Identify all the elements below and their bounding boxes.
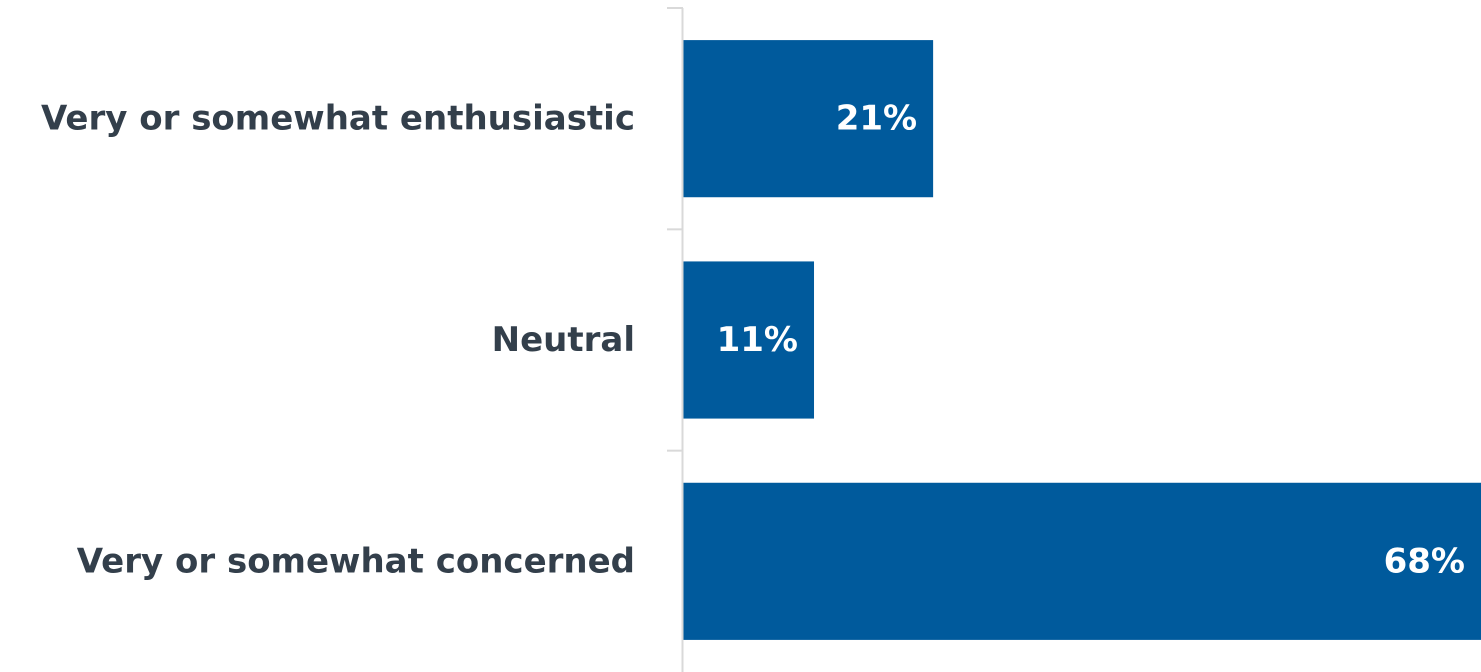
bar-1	[683, 261, 815, 419]
category-label: Neutral	[492, 320, 635, 360]
data-label: 68%	[1384, 541, 1465, 581]
category-axis	[667, 7, 684, 672]
data-label: 11%	[717, 320, 798, 360]
category-label: Very or somewhat concerned	[77, 541, 635, 581]
category-label: Very or somewhat enthusiastic	[41, 99, 635, 139]
bars-layer	[683, 40, 1481, 640]
bar-0	[683, 40, 934, 198]
data-label: 21%	[836, 99, 917, 139]
labels-layer: Very or somewhat enthusiastic 21% Neutral 1…	[41, 99, 1465, 582]
bar-2	[683, 482, 1481, 640]
